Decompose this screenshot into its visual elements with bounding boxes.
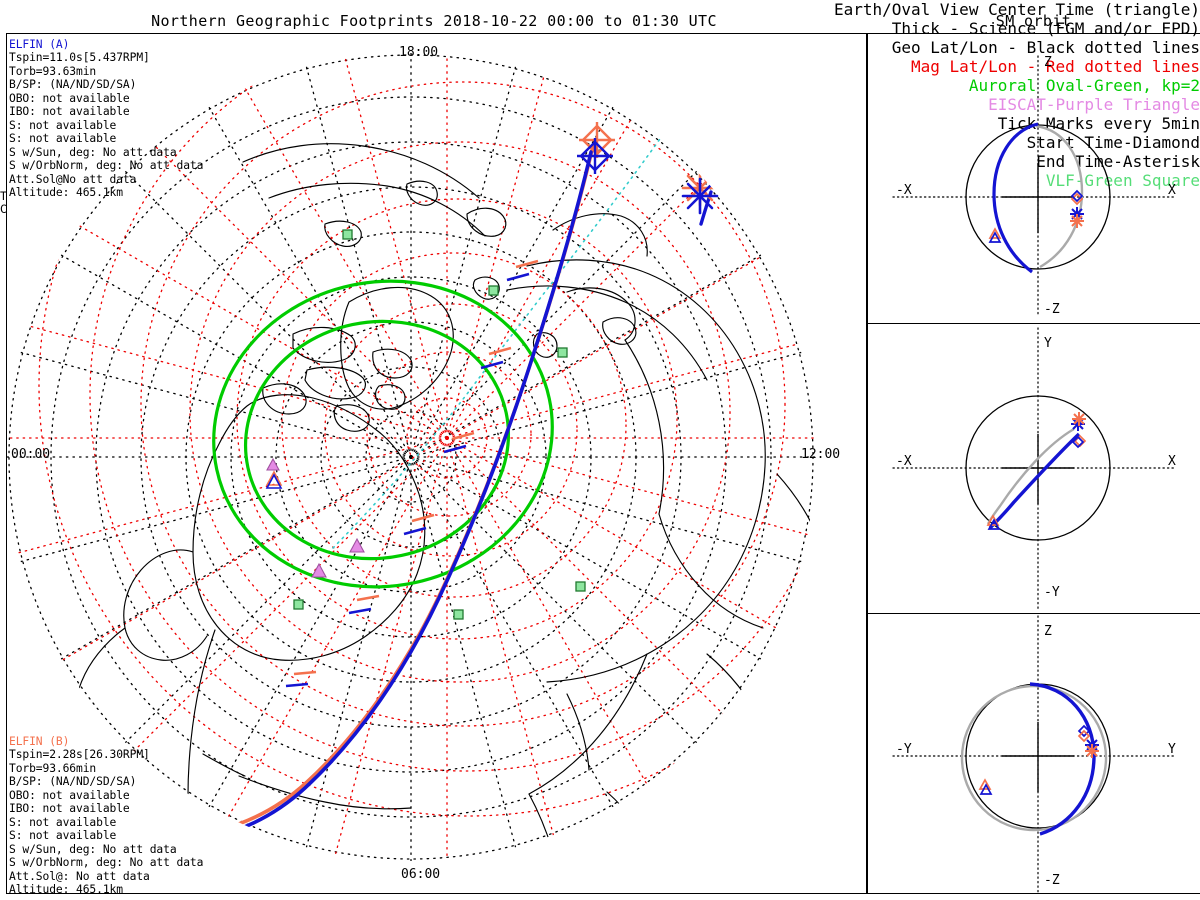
- elfin-b-altitude: Altitude: 465.1km: [9, 882, 123, 896]
- elfin-b-tspin: Tspin=2.28s[26.30RPM]: [9, 748, 150, 762]
- elfin-a-attsol: Att.Sol@No att data: [9, 172, 137, 186]
- elfin-b-bsp: B/SP: (NA/ND/SD/SA): [9, 775, 137, 789]
- view-center-triangle-markers: [265, 470, 283, 489]
- elfin-a-sun-ang: S w/Sun, deg: No att data: [9, 145, 177, 159]
- sm-axis-label-x-neg-xz: -X: [896, 183, 912, 198]
- sm-origin-cross-xy: [1002, 434, 1074, 504]
- elfin-a-orbnorm: S w/OrbNorm, deg: No att data: [9, 159, 204, 173]
- elfin-b-attsol: Att.Sol@: No att data: [9, 869, 150, 883]
- legend-item-eiscat: EISCAT-Purple Triangle: [988, 95, 1200, 114]
- sm-axis-label-y-pos-xy: Y: [1044, 336, 1052, 351]
- terminator-line: [326, 128, 668, 555]
- sm-axes-yz: [892, 615, 1177, 893]
- legend-item-geo-grid: Geo Lat/Lon - Black dotted lines: [891, 38, 1200, 57]
- sm-origin-cross-xz: [1002, 163, 1074, 233]
- sm-markers-xz: [988, 189, 1084, 243]
- mlt-label-12: 12:00: [801, 447, 841, 462]
- elfin-a-torb: Torb=93.63min: [9, 64, 97, 78]
- mag-latitude-circles: [38, 53, 815, 817]
- sm-orbit-title: SM orbit: [995, 12, 1072, 30]
- elfin-b-s1: S: not available: [9, 815, 117, 829]
- sm-panel-xy-canvas: X -X Y -Y: [892, 327, 1177, 611]
- sm-axes-xy: [892, 327, 1177, 611]
- sm-orbit-shadow-yz: [960, 684, 1108, 832]
- elfin-b-sun-ang: S w/Sun, deg: No att data: [9, 842, 177, 856]
- elfin-a-track: [223, 150, 593, 836]
- page-title: Northern Geographic Footprints 2018-10-2…: [151, 12, 717, 30]
- elfin-b-info-block: ELFIN (B) Tspin=2.28s[26.30RPM] Torb=93.…: [9, 735, 203, 896]
- sm-axes-xz: [892, 55, 1177, 317]
- sm-axis-label-y-neg-yz: -Y: [896, 742, 912, 757]
- elfin-a-s1: S: not available: [9, 118, 117, 132]
- legend-item-end-time: End Time-Asterisk: [1036, 152, 1200, 171]
- elfin-b-s2: S: not available: [9, 829, 117, 843]
- sm-orbit-track-xy: [988, 432, 1081, 530]
- mlt-label-06: 06:00: [401, 867, 441, 882]
- sm-axis-label-x-pos-xz: X: [1168, 183, 1176, 198]
- sm-axis-label-z-neg-yz: -Z: [1044, 873, 1060, 888]
- sm-panel-xz-canvas: X -X Z -Z: [892, 55, 1177, 317]
- polar-map-panel: 18:00 12:00 06:00 00:00: [6, 33, 867, 894]
- auroral-oval: [212, 279, 554, 589]
- legend-item-auroral-oval: Auroral Oval-Green, kp=2: [968, 76, 1200, 95]
- sm-markers-xy: [986, 412, 1087, 530]
- sm-panel-xz: X -X Z -Z: [868, 33, 1200, 323]
- polar-map-canvas: [7, 53, 815, 861]
- sm-orbit-column: X -X Z -Z: [867, 33, 1200, 894]
- eiscat-station-markers: [266, 457, 365, 578]
- legend-item-view-center: Earth/Oval View Center Time (triangle): [833, 0, 1200, 19]
- sm-orbit-track-xz: [992, 122, 1039, 274]
- sm-axis-label-x-neg-xy: -X: [896, 454, 912, 469]
- sm-panel-yz-canvas: Y -Y Z -Z: [892, 615, 1177, 893]
- earth-circle-xy: [965, 395, 1111, 541]
- sm-orbit-shadow-xy: [986, 427, 1075, 525]
- elfin-a-tspin: Tspin=11.0s[5.437RPM]: [9, 51, 150, 65]
- sm-axis-label-y-pos-yz: Y: [1168, 742, 1176, 757]
- elfin-a-s2: S: not available: [9, 132, 117, 146]
- mlt-label-18: 18:00: [399, 45, 439, 60]
- elfin-b-torb: Torb=93.66min: [9, 761, 97, 775]
- elfin-a-ibo: IBO: not available: [9, 105, 130, 119]
- sm-axis-label-y-neg-xy: -Y: [1044, 585, 1060, 600]
- sm-orbit-track-yz: [1029, 682, 1096, 836]
- sm-panel-xy: X -X Y -Y: [868, 323, 1200, 613]
- elfin-a-name: ELFIN (A): [9, 38, 70, 51]
- legend-item-vlf: VLF-Green Square: [1045, 171, 1200, 190]
- coastlines: [72, 143, 815, 861]
- sm-axis-label-z-pos-yz: Z: [1044, 624, 1052, 639]
- sm-origin-cross-yz: [1002, 722, 1074, 792]
- elfin-a-obo: OBO: not available: [9, 91, 130, 105]
- elfin-b-obo: OBO: not available: [9, 788, 130, 802]
- legend-item-mag-grid: Mag Lat/Lon - Red dotted lines: [911, 57, 1200, 76]
- elfin-a-info-block: ELFIN (A) Tspin=11.0s[5.437RPM] Torb=93.…: [9, 38, 203, 199]
- elfin-b-orbnorm: S w/OrbNorm, deg: No att data: [9, 856, 204, 870]
- vlf-transmitter-markers: [293, 229, 586, 620]
- start-time-diamond-markers: [577, 122, 615, 174]
- sm-axis-label-z-neg-xz: -Z: [1044, 302, 1060, 317]
- elfin-a-bsp: B/SP: (NA/ND/SD/SA): [9, 78, 137, 92]
- sm-orbit-shadow-xz: [1035, 124, 1084, 269]
- elfin-a-altitude: Altitude: 465.1km: [9, 185, 123, 199]
- sm-markers-yz: [978, 724, 1099, 795]
- sm-axis-label-z-pos-xz: Z: [1044, 55, 1052, 70]
- elfin-b-ibo: IBO: not available: [9, 802, 130, 816]
- sm-axis-label-x-pos-xy: X: [1168, 454, 1176, 469]
- mlt-label-00: 00:00: [11, 447, 51, 462]
- sm-panel-yz: Y -Y Z -Z: [868, 613, 1200, 894]
- elfin-b-name: ELFIN (B): [9, 735, 70, 748]
